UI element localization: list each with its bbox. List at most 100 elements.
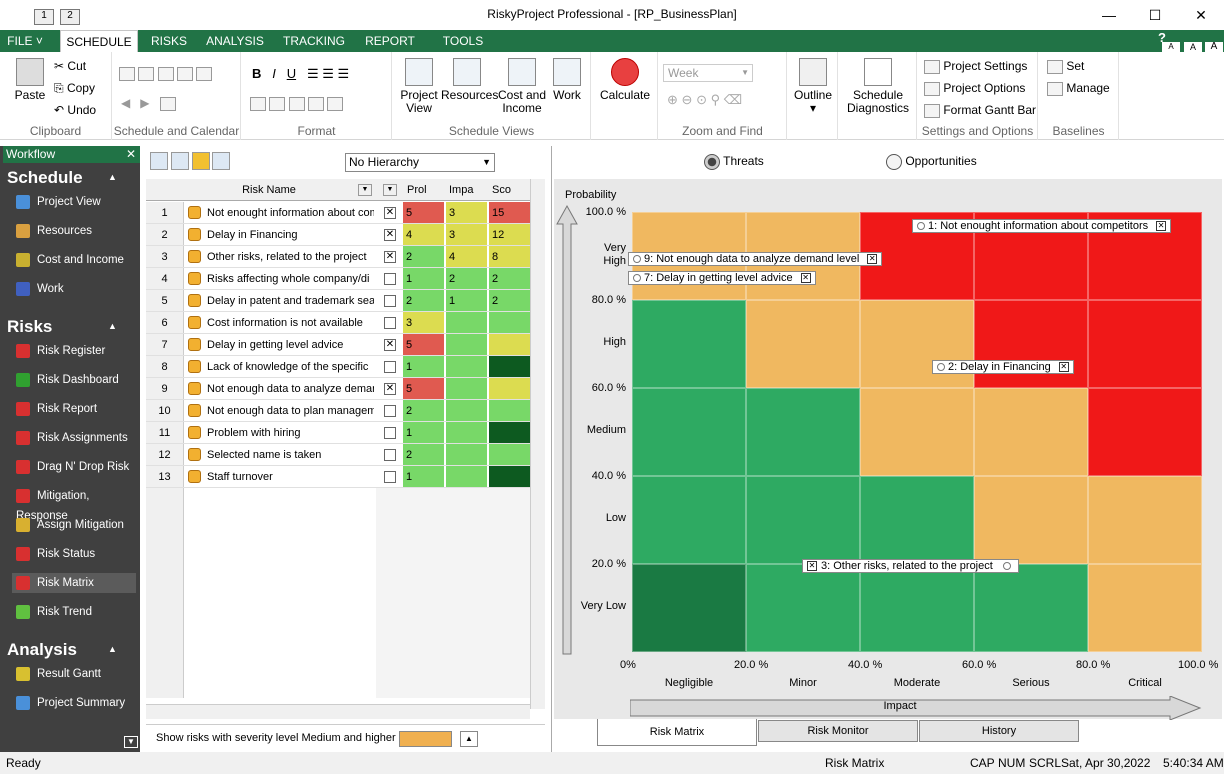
sidebar-item-mitigation-response[interactable]: Mitigation, Response (12, 486, 136, 522)
tab-risks[interactable]: RISKS (150, 34, 187, 48)
tab-tracking[interactable]: TRACKING (282, 34, 345, 48)
risk-checkbox[interactable]: ✕ (384, 229, 396, 241)
sidebar-item-cost-and-income[interactable]: Cost and Income (12, 250, 136, 270)
copy-button[interactable]: ⎘ Copy (54, 82, 95, 95)
col-risk-name[interactable]: Risk Name (242, 184, 296, 196)
schedule-diagnostics-button[interactable]: Schedule Diagnostics (843, 58, 913, 115)
score-cell[interactable] (489, 356, 530, 377)
table-row[interactable]: 4 Risks affecting whole company/di 1 2 2 (146, 268, 530, 290)
table-row[interactable]: 10 Not enough data to plan manageme 2 (146, 400, 530, 422)
risk-checkbox[interactable] (384, 405, 396, 417)
matrix-cell[interactable] (632, 388, 746, 476)
sidebar-item-resources[interactable]: Resources (12, 221, 136, 241)
probability-cell[interactable]: 5 (403, 334, 445, 355)
indent-icons[interactable] (119, 66, 213, 81)
link-icon[interactable] (157, 66, 174, 81)
close-icon[interactable]: ✕ (1058, 362, 1069, 373)
table-row[interactable]: 12 Selected name is taken 2 (146, 444, 530, 466)
table-row[interactable]: 2 Delay in Financing ✕ 4 3 12 (146, 224, 530, 246)
col-probability[interactable]: Prol (407, 184, 427, 196)
risk-name[interactable]: Delay in Financing (207, 229, 298, 241)
tab-risk-matrix[interactable]: Risk Matrix (597, 719, 757, 746)
risk-name[interactable]: Problem with hiring (207, 427, 301, 439)
probability-cell[interactable]: 5 (403, 202, 445, 223)
score-cell[interactable] (489, 444, 530, 465)
score-cell[interactable]: 2 (489, 268, 530, 289)
table-row[interactable]: 3 Other risks, related to the project ✕ 2 4 8 (146, 246, 530, 268)
cost-income-button[interactable]: Cost and Income (497, 58, 547, 115)
risk-name[interactable]: Cost information is not available (207, 317, 363, 329)
col-impact[interactable]: Impa (449, 184, 474, 196)
sidebar-item-assign-mitigation[interactable]: Assign Mitigation (12, 515, 136, 535)
move-icons[interactable]: ◀ ▶ (121, 96, 176, 111)
table-row[interactable]: 7 Delay in getting level advice ✕ 5 (146, 334, 530, 356)
matrix-cell[interactable] (746, 388, 860, 476)
risk-checkbox[interactable] (384, 317, 396, 329)
underline-button[interactable]: U (286, 66, 297, 81)
impact-cell[interactable] (446, 378, 488, 399)
quick-access-toolbar[interactable]: 1 2 (30, 3, 92, 27)
baseline-set-button[interactable]: Set (1047, 60, 1084, 74)
table-row[interactable]: 13 Staff turnover 1 (146, 466, 530, 488)
matrix-cell[interactable] (746, 300, 860, 388)
score-cell[interactable] (489, 400, 530, 421)
find-icon[interactable]: ⚲ (710, 92, 721, 107)
sidebar-item-project-summary[interactable]: Project Summary (12, 693, 136, 713)
matrix-cell[interactable] (746, 476, 860, 564)
section-risks[interactable]: Risks (7, 317, 53, 336)
risk-label-1[interactable]: 1: Not enought information about competi… (912, 219, 1172, 233)
impact-cell[interactable] (446, 356, 488, 377)
probability-cell[interactable]: 2 (403, 246, 445, 267)
matrix-cell[interactable] (860, 300, 974, 388)
impact-cell[interactable] (446, 444, 488, 465)
tab-risk-monitor[interactable]: Risk Monitor (758, 720, 918, 742)
sidebar-item-risk-report[interactable]: Risk Report (12, 399, 136, 419)
matrix-cell[interactable] (632, 564, 746, 652)
horizontal-scrollbar[interactable] (146, 704, 530, 719)
impact-cell[interactable]: 3 (446, 202, 488, 223)
close-icon[interactable]: ✕ (800, 273, 811, 284)
move-left-icon[interactable]: ◀ (121, 96, 131, 110)
project-settings-button[interactable]: Project Settings (924, 60, 1027, 74)
risk-checkbox[interactable] (384, 295, 396, 307)
collapse-icon[interactable]: ▲ (108, 172, 117, 182)
score-cell[interactable] (489, 334, 530, 355)
font-large-button[interactable]: A (1205, 42, 1223, 52)
score-cell[interactable] (489, 312, 530, 333)
resources-button[interactable]: Resources (441, 58, 498, 102)
impact-cell[interactable]: 3 (446, 224, 488, 245)
impact-cell[interactable] (446, 422, 488, 443)
table-row[interactable]: 5 Delay in patent and trademark sea 2 1 2 (146, 290, 530, 312)
matrix-cell[interactable] (746, 564, 860, 652)
score-cell[interactable]: 8 (489, 246, 530, 267)
zoom-in-icon[interactable]: ⊕ (667, 92, 678, 107)
unlink-icon[interactable] (177, 66, 194, 81)
risk-name[interactable]: Risks affecting whole company/di (207, 273, 370, 285)
opportunities-radio[interactable]: Opportunities (886, 154, 977, 170)
outline-button[interactable]: Outline ▾ (790, 58, 836, 115)
probability-cell[interactable]: 3 (403, 312, 445, 333)
threats-radio[interactable]: Threats (704, 154, 764, 170)
vertical-scrollbar[interactable] (530, 179, 545, 709)
split-icon[interactable] (196, 66, 213, 81)
matrix-cell[interactable] (1088, 300, 1202, 388)
probability-cell[interactable]: 5 (403, 378, 445, 399)
checkbox-col-dropdown-icon[interactable]: ▼ (383, 184, 397, 196)
impact-cell[interactable] (446, 312, 488, 333)
risk-label-3[interactable]: 7: Delay in getting level advice ✕ (628, 271, 816, 285)
format-icon-3[interactable] (288, 96, 305, 111)
matrix-cell[interactable] (1088, 388, 1202, 476)
filter-dropdown-icon[interactable]: ▼ (358, 184, 372, 196)
matrix-cell[interactable] (632, 476, 746, 564)
font-small-button[interactable]: A (1162, 42, 1180, 52)
tab-tools[interactable]: TOOLS (442, 34, 484, 48)
impact-cell[interactable] (446, 334, 488, 355)
tab-history[interactable]: History (919, 720, 1079, 742)
tab-analysis[interactable]: ANALYSIS (206, 34, 264, 48)
sidebar-item-risk-assignments[interactable]: Risk Assignments (12, 428, 136, 448)
sort-descending-icon[interactable] (170, 152, 189, 170)
undo-button[interactable]: ↶ Undo (54, 104, 96, 117)
risk-label-2[interactable]: 9: Not enough data to analyze demand lev… (628, 252, 883, 266)
score-cell[interactable] (489, 378, 530, 399)
qat-two-icon[interactable]: 2 (60, 9, 80, 25)
